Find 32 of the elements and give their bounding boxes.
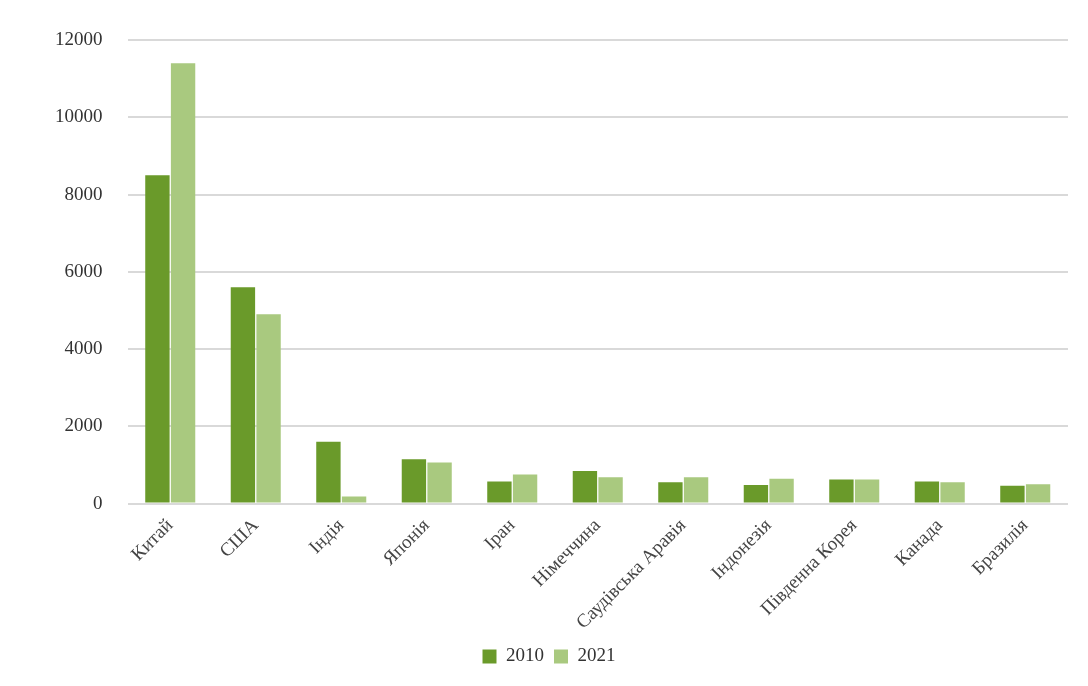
bar: [658, 482, 683, 503]
bar: [316, 441, 341, 503]
legend-label: 2021: [577, 644, 616, 666]
bar: [401, 459, 427, 503]
bar: [829, 479, 854, 503]
y-tick-label: 0: [93, 491, 103, 513]
bar: [683, 477, 709, 503]
bar: [512, 474, 538, 503]
y-tick-label: 8000: [64, 182, 103, 204]
bar: [427, 462, 452, 503]
bar: [940, 482, 965, 503]
bar: [145, 175, 170, 503]
y-tick-label: 12000: [55, 27, 103, 49]
bar: [572, 471, 598, 503]
bar: [769, 478, 794, 503]
bar: [487, 481, 512, 503]
x-tick-label: Іран: [479, 514, 519, 554]
y-tick-label: 4000: [64, 337, 103, 359]
bar: [256, 314, 281, 503]
bar: [914, 481, 940, 503]
bar: [598, 477, 623, 503]
legend-label: 2010: [506, 644, 544, 666]
bar: [1000, 485, 1025, 503]
y-tick-label: 10000: [55, 105, 103, 127]
bar: [170, 63, 196, 503]
y-tick-label: 6000: [64, 259, 103, 281]
bar: [854, 479, 880, 503]
y-tick-label: 2000: [64, 414, 103, 436]
bar: [341, 496, 367, 503]
bar: [230, 287, 256, 503]
bar: [1025, 484, 1051, 503]
bar: [743, 485, 769, 503]
